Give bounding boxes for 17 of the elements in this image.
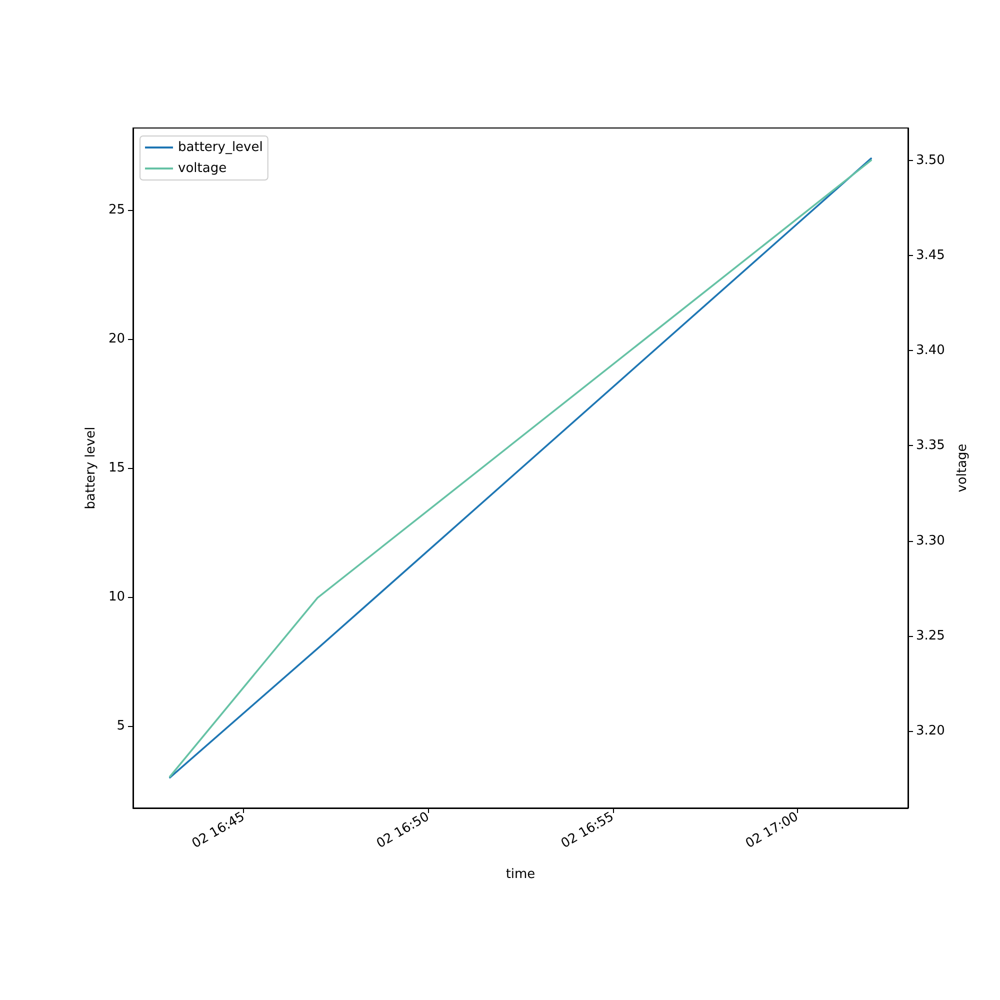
y-tick-label: 20 <box>108 332 125 347</box>
y-tick-label: 10 <box>108 589 125 604</box>
y2-tick-label: 3.20 <box>916 723 945 738</box>
y-tick-label: 5 <box>116 718 125 734</box>
legend-label: battery_level <box>178 140 263 155</box>
y-tick-label: 25 <box>108 202 125 218</box>
y-axis-title: battery level <box>84 426 99 510</box>
y2-axis-title: voltage <box>955 444 970 492</box>
legend-label: voltage <box>178 161 227 176</box>
y-tick-label: 15 <box>108 460 125 476</box>
y2-tick-label: 3.35 <box>916 438 945 454</box>
y2-tick-label: 3.50 <box>916 152 945 168</box>
y2-tick-label: 3.45 <box>916 248 945 263</box>
y2-tick-label: 3.25 <box>916 628 945 644</box>
y2-tick-label: 3.40 <box>916 343 945 358</box>
x-axis-title: time <box>506 867 536 882</box>
y2-tick-label: 3.30 <box>916 533 945 548</box>
